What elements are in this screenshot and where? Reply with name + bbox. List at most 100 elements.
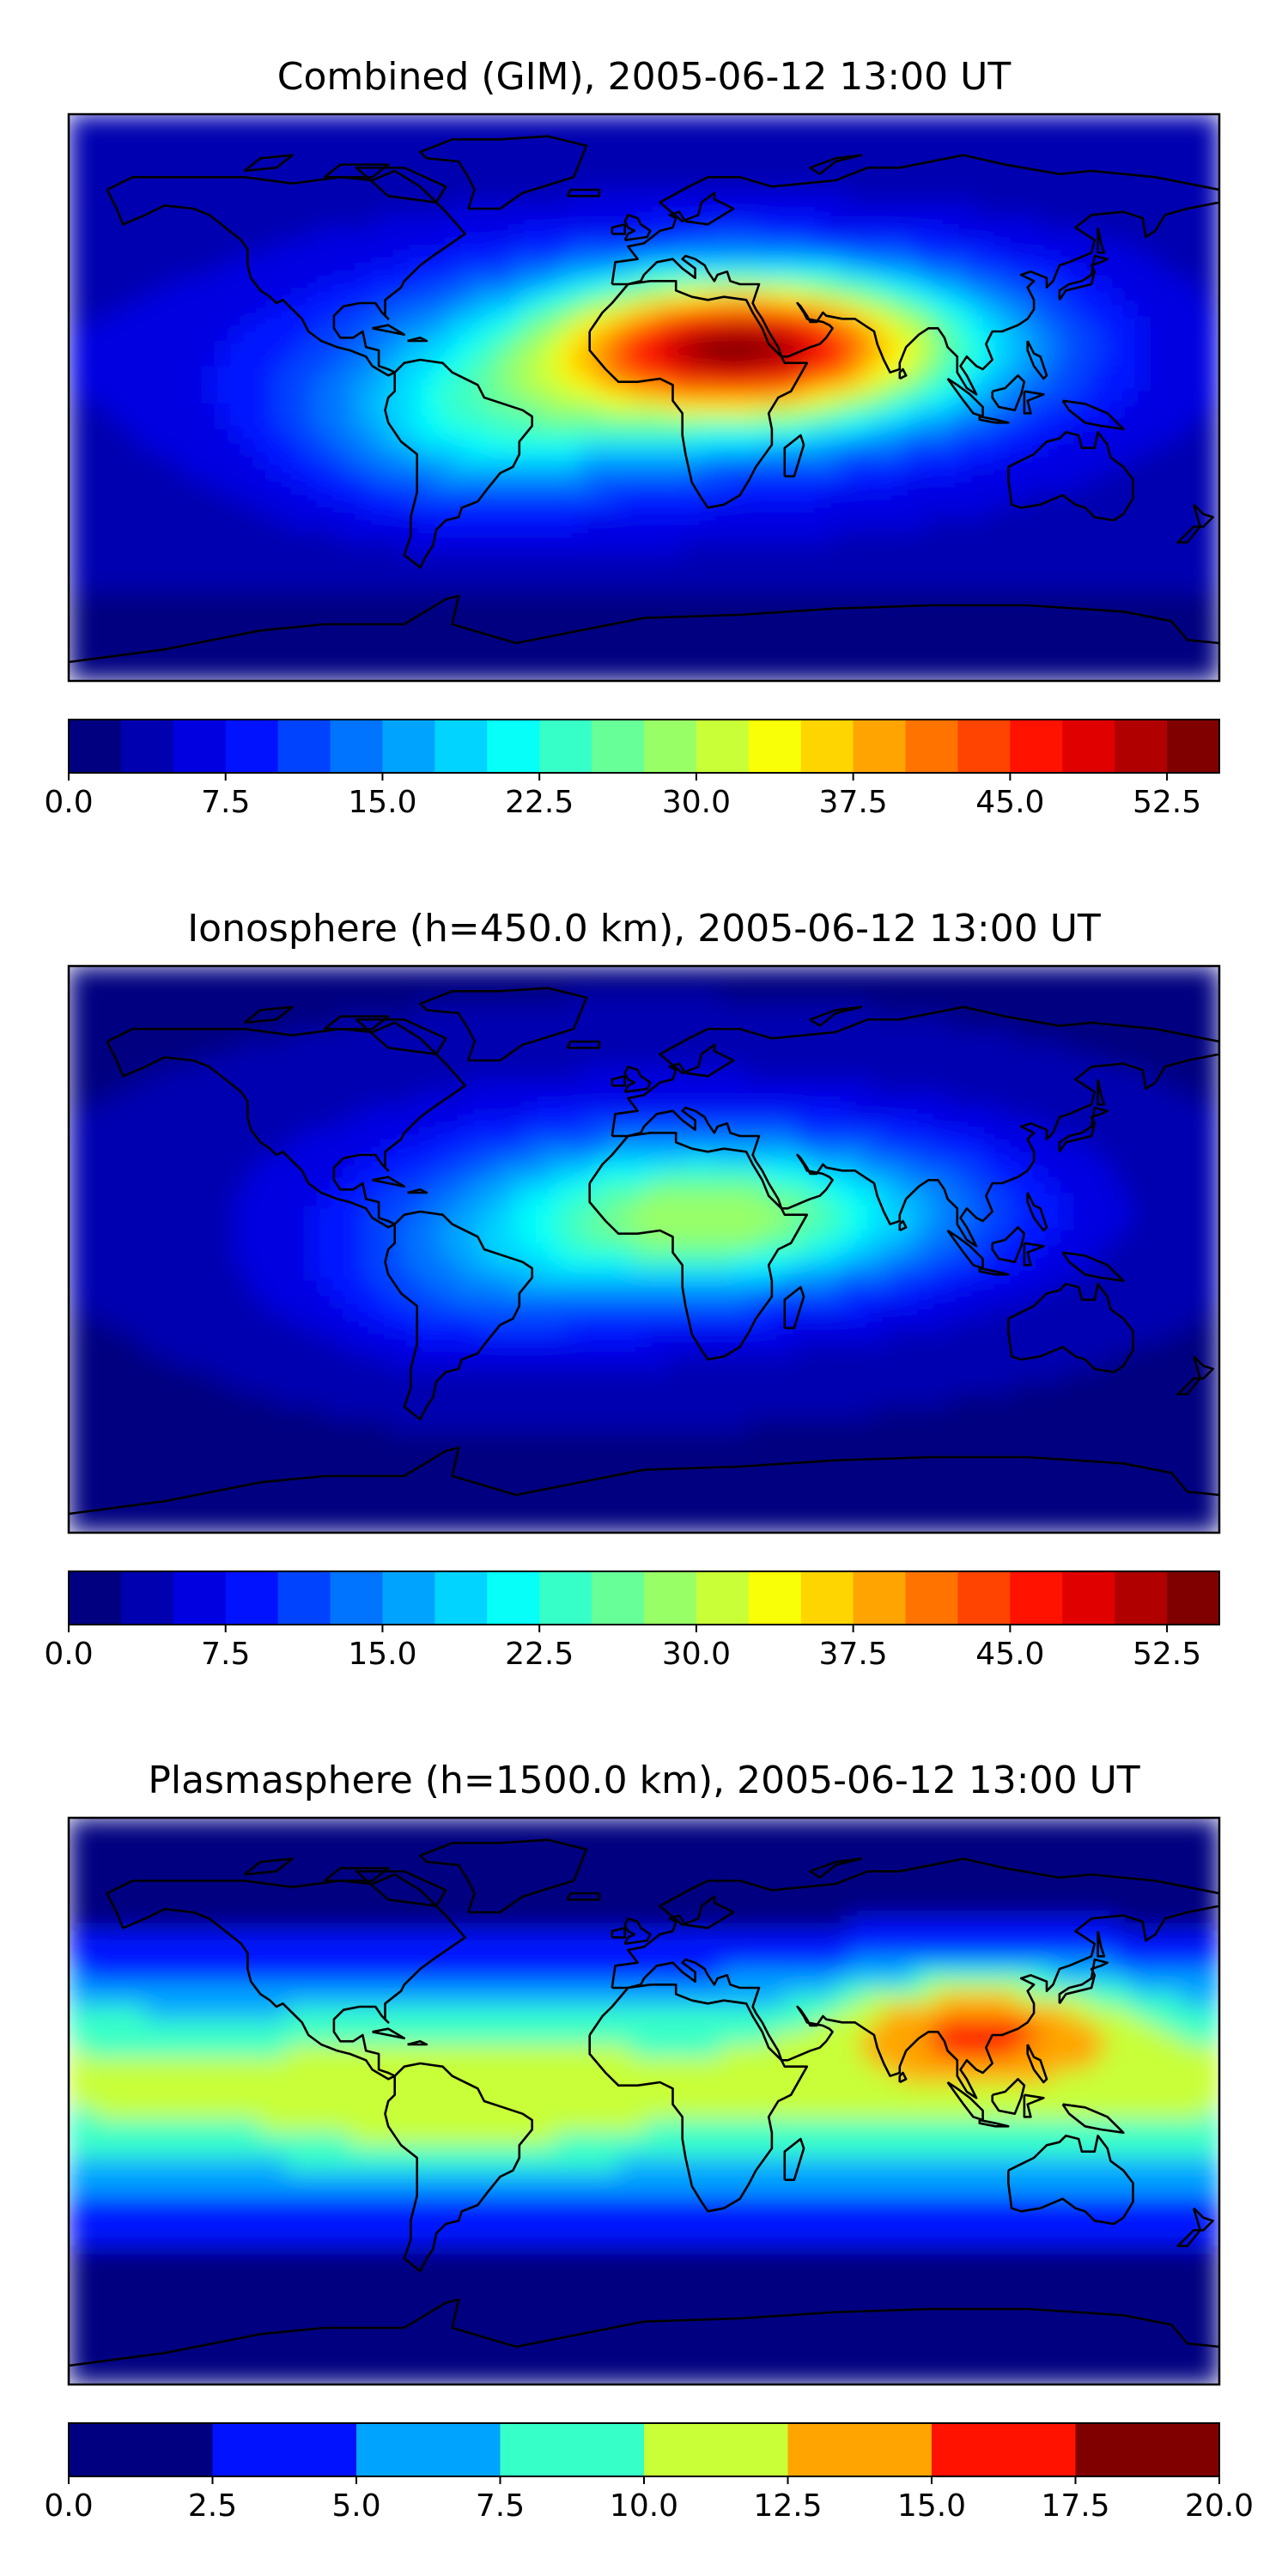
field-cell: [273, 1079, 287, 1093]
field-cell: [695, 479, 709, 493]
field-cell: [695, 164, 709, 179]
field-cell: [260, 592, 275, 606]
field-cell: [375, 466, 390, 481]
field-cell: [1014, 328, 1029, 342]
field-cell: [1014, 277, 1029, 292]
field-cell: [976, 655, 990, 670]
field-cell: [848, 517, 862, 531]
field-cell: [1194, 190, 1207, 204]
colorbar-swatch: [277, 720, 331, 773]
field-cell: [426, 466, 440, 481]
field-cell: [771, 1004, 786, 1018]
field-cell: [516, 290, 530, 304]
field-cell: [720, 605, 735, 619]
field-cell: [912, 114, 927, 128]
field-cell: [912, 341, 927, 355]
field-cell: [951, 1016, 965, 1030]
field-cell: [401, 114, 415, 128]
field-cell: [1206, 991, 1219, 1005]
field-cell: [759, 466, 773, 481]
field-cell: [273, 202, 287, 216]
field-cell: [529, 592, 543, 606]
field-cell: [260, 215, 275, 228]
field-cell: [1155, 126, 1170, 141]
field-cell: [938, 290, 952, 304]
field-cell: [669, 630, 683, 644]
field-cell: [1014, 580, 1029, 594]
field-cell: [899, 517, 914, 531]
field-cell: [976, 139, 990, 153]
field-cell: [1104, 1042, 1118, 1055]
field-cell: [848, 126, 862, 141]
field-cell: [1155, 228, 1170, 241]
field-cell: [951, 630, 965, 644]
field-cell: [1155, 517, 1170, 531]
field-cell: [337, 668, 351, 681]
field-cell: [938, 126, 952, 141]
field-cell: [1053, 353, 1067, 368]
field-cell: [784, 190, 799, 204]
field-cell: [861, 379, 875, 392]
field-cell: [132, 542, 147, 556]
field-cell: [963, 668, 977, 681]
field-cell: [682, 592, 696, 606]
field-cell: [388, 228, 402, 241]
field-cell: [631, 504, 645, 519]
field-cell: [94, 441, 108, 455]
field-cell: [516, 441, 530, 455]
field-cell: [695, 966, 709, 980]
field-cell: [1181, 366, 1195, 380]
field-cell: [682, 190, 696, 204]
field-cell: [1053, 966, 1067, 980]
field-cell: [184, 1016, 197, 1030]
field-cell: [759, 630, 773, 644]
field-cell: [145, 152, 160, 166]
field-cell: [209, 391, 223, 405]
field-cell: [465, 277, 479, 292]
field-cell: [644, 592, 658, 606]
field-cell: [426, 1016, 440, 1030]
field-cell: [184, 277, 197, 292]
field-cell: [951, 265, 965, 279]
field-cell: [286, 454, 300, 468]
field-cell: [963, 592, 977, 606]
field-cell: [477, 228, 492, 241]
field-cell: [1168, 479, 1182, 493]
field-cell: [631, 617, 645, 632]
field-cell: [106, 366, 121, 380]
field-cell: [899, 391, 914, 405]
field-cell: [567, 555, 581, 568]
field-cell: [516, 568, 530, 581]
field-cell: [669, 555, 683, 568]
field-cell: [247, 517, 262, 531]
coastline: [1097, 227, 1106, 254]
field-cell: [874, 177, 888, 191]
field-cell: [465, 215, 479, 228]
field-cell: [541, 228, 556, 241]
field-cell: [299, 240, 313, 254]
field-cell: [439, 1004, 453, 1018]
field-cell: [69, 1042, 82, 1055]
field-cell: [1129, 555, 1144, 568]
field-cell: [1168, 1066, 1182, 1080]
field-cell: [1168, 114, 1182, 128]
field-cell: [823, 353, 837, 368]
field-cell: [1194, 668, 1207, 681]
field-cell: [567, 303, 581, 317]
field-cell: [938, 1016, 952, 1030]
field-cell: [337, 492, 351, 506]
field-cell: [375, 555, 390, 568]
field-cell: [618, 1029, 632, 1042]
field-cell: [260, 341, 275, 355]
field-cell: [938, 655, 952, 670]
field-cell: [106, 290, 121, 304]
field-cell: [529, 466, 543, 481]
field-cell: [644, 164, 658, 179]
field-cell: [797, 379, 811, 392]
field-cell: [605, 240, 620, 254]
field-cell: [644, 568, 658, 581]
field-cell: [184, 655, 197, 670]
field-cell: [401, 228, 415, 241]
field-cell: [247, 391, 262, 405]
field-cell: [1091, 202, 1105, 216]
